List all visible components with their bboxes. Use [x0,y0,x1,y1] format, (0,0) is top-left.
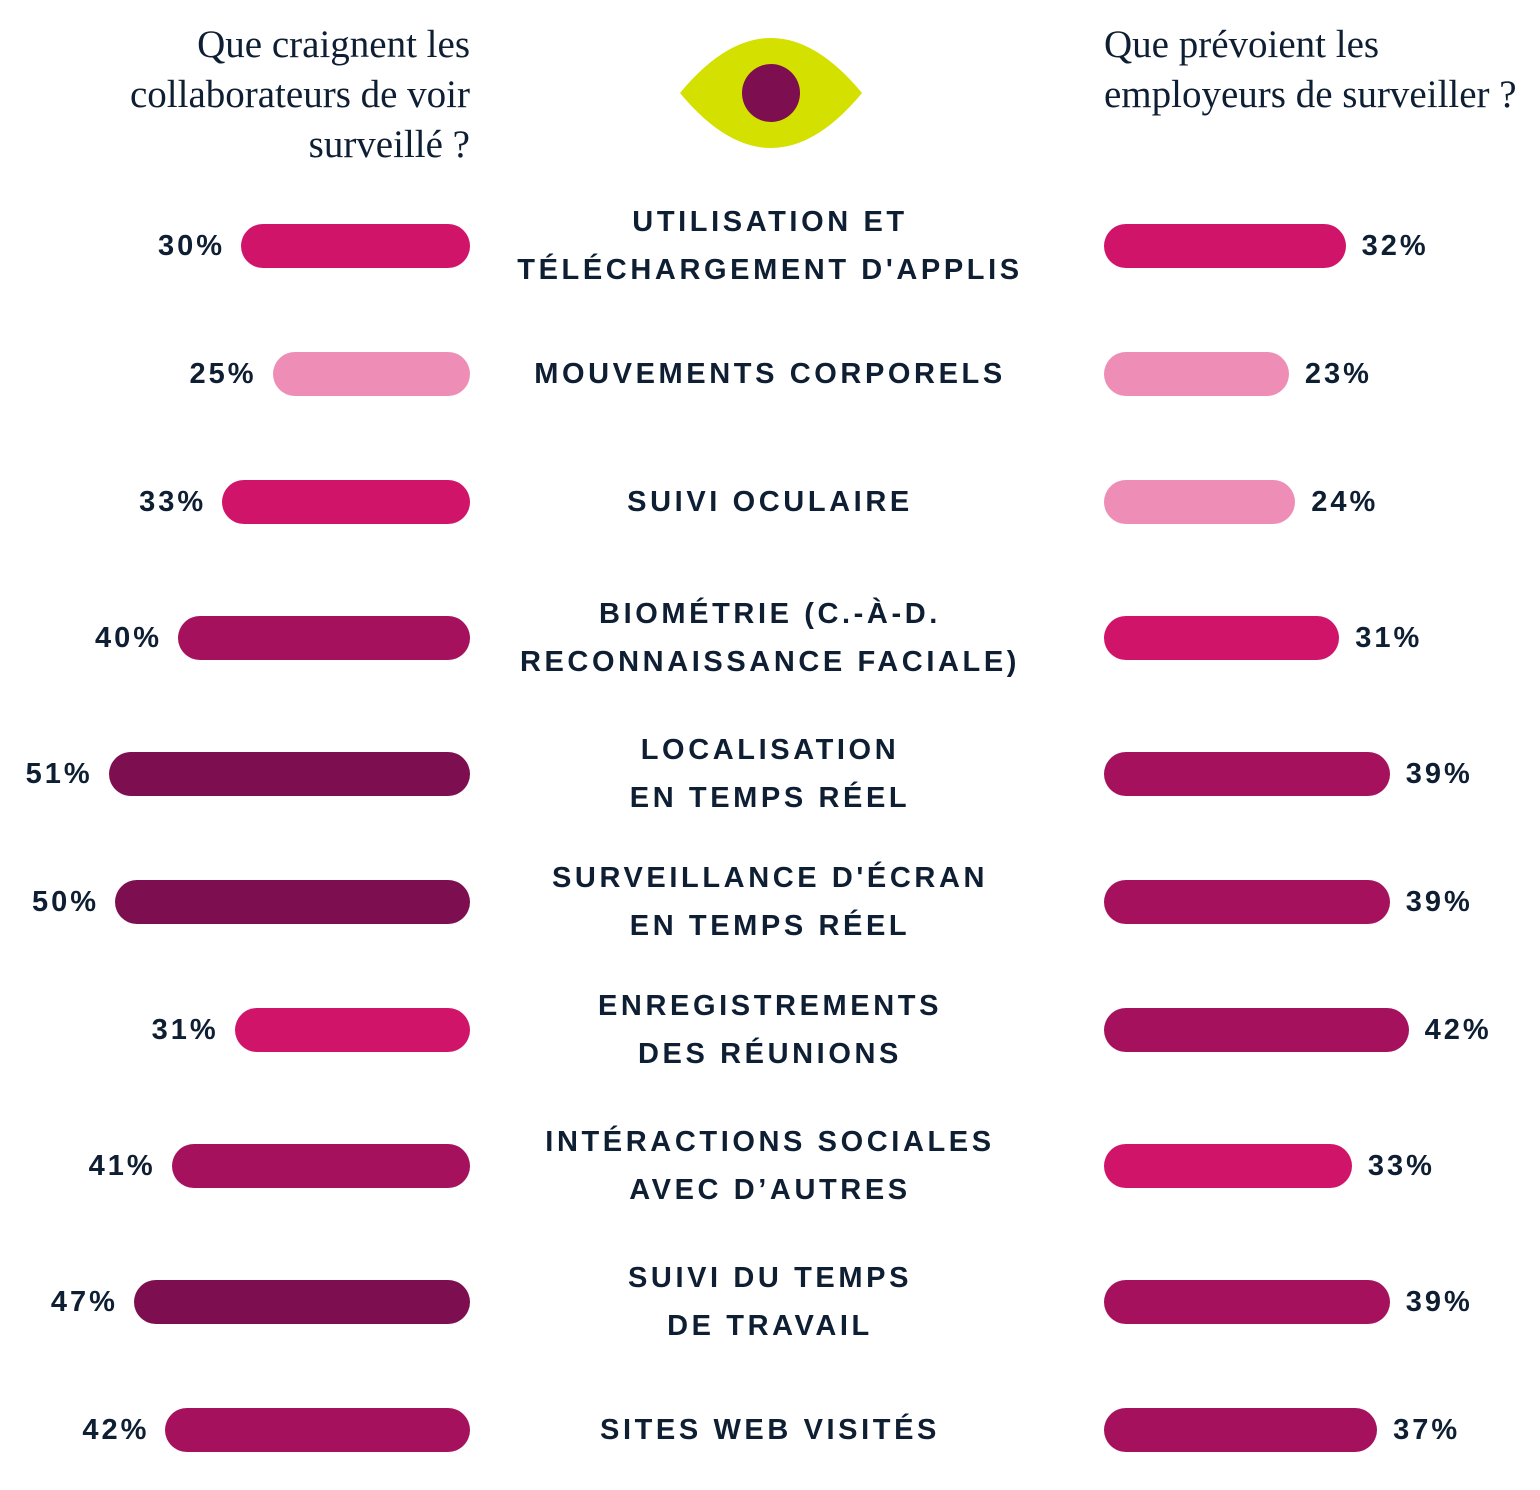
right-value-label: 37% [1393,1414,1461,1446]
left-bar [133,1280,470,1324]
right-value-label: 39% [1405,886,1473,918]
right-value-label: 33% [1367,1150,1435,1182]
left-value-label: 40% [94,622,162,654]
category-label: BIOMÉTRIE (C.-À-D. RECONNAISSANCE FACIAL… [519,598,1021,678]
category-label: UTILISATION ET TÉLÉCHARGEMENT D'APPLIS [517,206,1023,286]
left-bar [115,880,470,924]
category-label: SUIVI OCULAIRE [627,486,913,518]
left-bar [222,480,470,524]
right-bar [1104,1144,1352,1188]
right-value-label: 42% [1424,1014,1492,1046]
left-bar [165,1408,470,1452]
left-value-label: 25% [189,358,257,390]
left-value-label: 33% [139,486,207,518]
category-label: MOUVEMENTS CORPORELS [534,358,1006,390]
right-bar [1104,752,1390,796]
category-label: SITES WEB VISITÉS [600,1414,940,1446]
right-bar [1104,880,1390,924]
category-label: SURVEILLANCE D'ÉCRAN EN TEMPS RÉEL [551,862,989,942]
category-label: INTÉRACTIONS SOCIALES AVEC D’AUTRES [545,1126,995,1206]
right-bar [1104,1280,1390,1324]
left-bar [272,352,470,396]
left-bar [171,1144,470,1188]
category-label: SUIVI DU TEMPS DE TRAVAIL [627,1262,913,1342]
eye-iris [742,64,800,122]
left-bar [241,224,470,268]
right-value-label: 39% [1405,758,1473,790]
right-bar [1104,616,1340,660]
eye-icon [680,38,862,148]
category-label: LOCALISATION EN TEMPS RÉEL [629,734,911,814]
right-bar [1104,352,1289,396]
right-series-title: Que prévoient les employeurs de surveill… [1104,23,1517,116]
left-series-title: Que craignent les collaborateurs de voir… [129,23,470,166]
right-bar [1104,224,1346,268]
right-value-label: 24% [1311,486,1379,518]
left-value-label: 41% [88,1150,156,1182]
left-bar [178,616,470,660]
left-value-label: 42% [82,1414,150,1446]
left-value-label: 50% [31,886,99,918]
left-value-label: 30% [157,230,225,262]
left-value-label: 47% [50,1286,118,1318]
left-bar [108,752,470,796]
right-value-label: 23% [1304,358,1372,390]
right-bar [1104,1008,1409,1052]
category-label: ENREGISTREMENTS DES RÉUNIONS [597,990,943,1070]
left-bar [234,1008,470,1052]
right-value-label: 32% [1361,230,1429,262]
right-value-label: 31% [1355,622,1423,654]
right-bar [1104,480,1296,524]
right-value-label: 39% [1405,1286,1473,1318]
left-value-label: 31% [151,1014,219,1046]
left-value-label: 51% [25,758,93,790]
right-bar [1104,1408,1378,1452]
